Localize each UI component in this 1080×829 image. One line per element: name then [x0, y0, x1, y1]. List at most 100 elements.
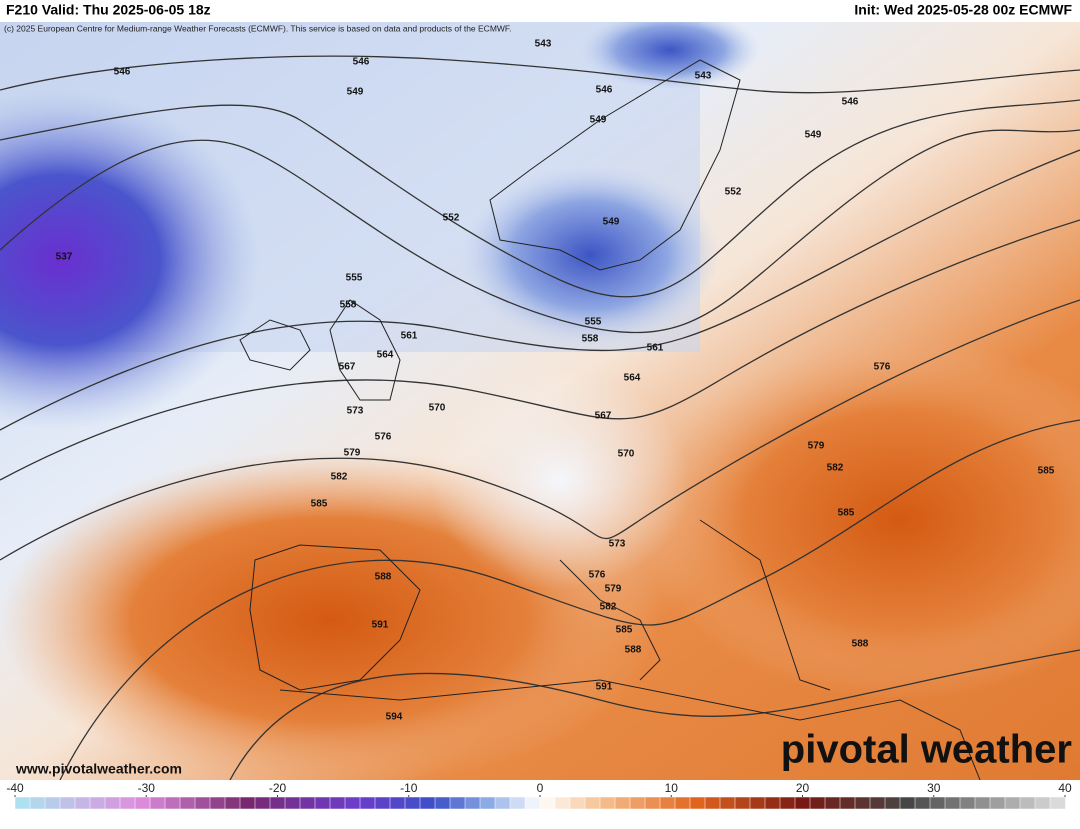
- contour-label: 585: [1038, 466, 1055, 477]
- colorbar-swatch: [494, 796, 511, 810]
- contour-label: 591: [596, 682, 613, 693]
- contour-label: 552: [725, 187, 742, 198]
- colorbar-swatch: [929, 796, 946, 810]
- colorbar-swatch: [719, 796, 736, 810]
- contour-label: 588: [625, 645, 642, 656]
- contour-label: 558: [340, 300, 357, 311]
- init-time: Init: Wed 2025-05-28 00z ECMWF: [854, 2, 1072, 18]
- contour-label: 555: [585, 317, 602, 328]
- colorbar-swatch: [1049, 796, 1066, 810]
- colorbar-swatch: [1034, 796, 1051, 810]
- colorbar-swatch: [29, 796, 46, 810]
- contour-label: 546: [842, 97, 859, 108]
- colorbar-swatch: [119, 796, 136, 810]
- contour-label: 573: [609, 539, 626, 550]
- colorbar-tick-label: 10: [665, 781, 679, 795]
- colorbar-tick-label: 40: [1058, 781, 1072, 795]
- colorbar-swatch: [524, 796, 541, 810]
- colorbar-swatch: [764, 796, 781, 810]
- colorbar-swatch: [269, 796, 286, 810]
- contour-label: 570: [429, 403, 446, 414]
- contour-label: 588: [375, 572, 392, 583]
- colorbar-swatch: [104, 796, 121, 810]
- contour-label: 549: [603, 217, 620, 228]
- contour-label: 585: [838, 508, 855, 519]
- website: www.pivotalweather.com: [15, 761, 182, 777]
- colorbar-swatch: [44, 796, 61, 810]
- colorbar-swatch: [254, 796, 271, 810]
- contour-label: 549: [590, 115, 607, 126]
- contour-label: 567: [339, 362, 356, 373]
- colorbar-swatch: [284, 796, 301, 810]
- contour-label: 579: [605, 584, 622, 595]
- contour-label: 549: [805, 130, 822, 141]
- colorbar-swatch: [914, 796, 931, 810]
- contour-label: 549: [347, 87, 364, 98]
- colorbar-swatch: [974, 796, 991, 810]
- colorbar-swatch: [239, 796, 256, 810]
- contour-label: 582: [600, 602, 617, 613]
- colorbar-swatch: [794, 796, 811, 810]
- colorbar-swatch: [899, 796, 916, 810]
- colorbar-swatch: [614, 796, 631, 810]
- colorbar-swatch: [314, 796, 331, 810]
- contour-label: 594: [386, 712, 403, 723]
- colorbar-swatch: [779, 796, 796, 810]
- contour-label: 579: [344, 448, 361, 459]
- colorbar-tick-label: -30: [138, 781, 156, 795]
- colorbar-swatch: [569, 796, 586, 810]
- contour-label: 576: [589, 570, 606, 581]
- colorbar-swatch: [734, 796, 751, 810]
- contour-label: 582: [827, 463, 844, 474]
- colorbar-swatch: [1019, 796, 1036, 810]
- colorbar-swatch: [434, 796, 451, 810]
- colorbar-swatch: [374, 796, 391, 810]
- colorbar-swatch: [194, 796, 211, 810]
- colorbar-swatch: [869, 796, 886, 810]
- contour-labels: 543 546 546 549 543 546 549 546 549 552 552 549 537 5…: [56, 39, 1055, 723]
- colorbar-swatch: [404, 796, 421, 810]
- colorbar-swatch: [554, 796, 571, 810]
- colorbar-tick-label: 20: [796, 781, 810, 795]
- colorbar-swatch: [464, 796, 481, 810]
- contour-label: 573: [347, 406, 364, 417]
- contour-label: 582: [331, 472, 348, 483]
- colorbar-swatch: [644, 796, 661, 810]
- colorbar-tick-label: -10: [400, 781, 418, 795]
- colorbar-swatch: [959, 796, 976, 810]
- colorbar-swatch: [689, 796, 706, 810]
- contour-label: 588: [852, 639, 869, 650]
- colorbar-swatch: [224, 796, 241, 810]
- colorbar-swatch: [134, 796, 151, 810]
- colorbar-swatch: [674, 796, 691, 810]
- contour-label: 543: [535, 39, 552, 50]
- colorbar-swatch: [539, 796, 556, 810]
- colorbar-swatch: [809, 796, 826, 810]
- contour-label: 558: [582, 334, 599, 345]
- colorbar-tick-label: 30: [927, 781, 941, 795]
- colorbar-swatch: [509, 796, 526, 810]
- colorbar-swatch: [74, 796, 91, 810]
- colorbar: -40 -30 -20 -10 0 10 20 30 40: [6, 781, 1072, 810]
- map: [0, 10, 1080, 790]
- contour-label: 591: [372, 620, 389, 631]
- contour-label: 579: [808, 441, 825, 452]
- contour-label: 552: [443, 213, 460, 224]
- colorbar-tick-label: -40: [6, 781, 24, 795]
- colorbar-swatch: [359, 796, 376, 810]
- contour-label: 555: [346, 273, 363, 284]
- colorbar-swatch: [59, 796, 76, 810]
- colorbar-swatch: [854, 796, 871, 810]
- header-bar: [0, 0, 1080, 22]
- colorbar-tick-label: -20: [269, 781, 287, 795]
- colorbar-swatch: [419, 796, 436, 810]
- colorbar-swatch: [884, 796, 901, 810]
- colorbar-swatch: [824, 796, 841, 810]
- colorbar-swatch: [599, 796, 616, 810]
- contour-label: 564: [624, 373, 641, 384]
- valid-time: F210 Valid: Thu 2025-06-05 18z: [6, 2, 211, 18]
- colorbar-swatch: [944, 796, 961, 810]
- colorbar-swatch: [179, 796, 196, 810]
- colorbar-swatch: [389, 796, 406, 810]
- colorbar-swatch: [479, 796, 496, 810]
